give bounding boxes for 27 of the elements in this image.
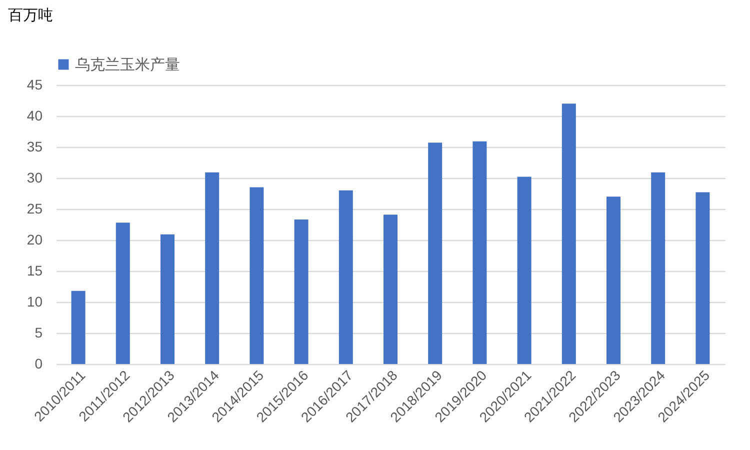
bar xyxy=(696,192,710,364)
bar xyxy=(651,172,666,364)
y-tick-label: 45 xyxy=(26,76,43,92)
y-tick-label: 15 xyxy=(26,262,43,278)
y-tick-label: 25 xyxy=(26,200,43,216)
y-tick-label: 35 xyxy=(26,138,43,154)
bar xyxy=(338,190,353,364)
bar xyxy=(250,187,264,364)
y-tick-label: 20 xyxy=(26,232,43,248)
bar xyxy=(205,172,220,364)
bar xyxy=(606,196,620,364)
bar xyxy=(472,141,487,364)
y-tick-label: 0 xyxy=(34,356,43,372)
y-tick-label: 10 xyxy=(26,294,43,310)
y-tick-label: 30 xyxy=(26,170,43,186)
bar xyxy=(384,214,398,364)
y-axis-title: 百万吨 xyxy=(8,7,53,24)
bar xyxy=(428,142,442,364)
bar xyxy=(562,104,576,364)
bar xyxy=(517,176,532,364)
bar xyxy=(116,222,130,364)
bar xyxy=(71,290,86,364)
y-tick-label: 40 xyxy=(26,108,43,124)
legend-label: 乌克兰玉米产量 xyxy=(75,56,180,74)
bar xyxy=(294,220,308,364)
bar xyxy=(160,234,174,364)
y-tick-label: 5 xyxy=(34,324,43,340)
